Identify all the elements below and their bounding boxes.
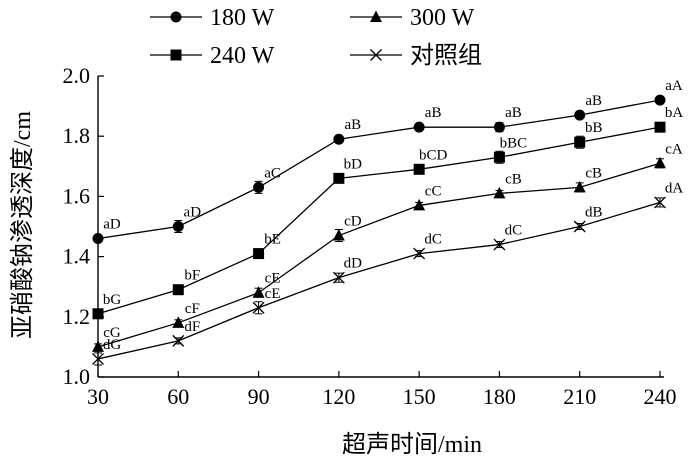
y-tick-label: 2.0 — [63, 63, 91, 88]
data-point — [493, 186, 506, 199]
series-line-0 — [97, 99, 661, 240]
data-label: cE — [265, 271, 281, 287]
data-point — [413, 121, 425, 133]
data-point — [332, 271, 345, 284]
x-tick-label: 180 — [483, 384, 516, 409]
data-label: cD — [344, 214, 362, 230]
data-label: aB — [345, 117, 362, 133]
data-point — [333, 133, 345, 145]
data-point — [252, 286, 265, 298]
data-label: aC — [264, 165, 281, 181]
legend-marker — [170, 49, 182, 61]
data-label: aB — [425, 105, 442, 121]
data-label: cB — [505, 171, 522, 187]
data-label: dC — [505, 223, 523, 239]
y-axis-label: 亚硝酸钠渗透深度/cm — [9, 111, 36, 339]
data-point — [413, 198, 426, 211]
data-label: cE — [265, 286, 281, 302]
data-point — [573, 220, 586, 233]
legend-item: 180 W — [150, 5, 275, 31]
data-point — [574, 136, 586, 148]
data-label: cC — [425, 183, 442, 199]
series-line-1 — [97, 126, 661, 315]
x-axis-label: 超声时间/min — [342, 431, 482, 458]
data-label: bE — [264, 232, 281, 248]
y-tick-label: 1.8 — [63, 123, 91, 148]
data-label: dB — [585, 205, 603, 221]
y-tick-label: 1.2 — [63, 304, 91, 329]
data-point — [92, 340, 104, 352]
data-label: bA — [665, 105, 684, 121]
data-label: aB — [505, 105, 522, 121]
legend-marker — [370, 10, 382, 22]
data-label: bF — [184, 268, 200, 284]
data-label: cG — [103, 325, 121, 341]
data-point — [92, 308, 104, 320]
data-point — [493, 151, 505, 163]
data-point — [172, 316, 185, 328]
data-label: cF — [185, 301, 200, 317]
data-point — [654, 94, 666, 106]
data-label: bB — [585, 120, 603, 136]
x-tick-label: 150 — [403, 384, 436, 409]
data-point — [172, 334, 185, 347]
legend-label: 300 W — [410, 5, 475, 31]
data-point — [654, 121, 666, 133]
data-label: dG — [103, 337, 122, 353]
plot-area: 1.0 1.2 1.4 1.6 1.8 2.0 30 60 90 120 150 180 210 240 a… — [63, 63, 684, 409]
data-point — [654, 156, 666, 169]
data-point — [332, 229, 345, 241]
data-point — [253, 248, 265, 260]
x-tick-label: 30 — [87, 384, 109, 409]
data-label: dD — [344, 256, 363, 272]
data-label: cB — [585, 165, 602, 181]
series-line-3 — [97, 201, 661, 360]
x-tick-label: 240 — [644, 384, 677, 409]
data-label: cA — [665, 141, 683, 157]
data-point — [92, 352, 104, 365]
data-point — [253, 181, 265, 193]
data-point — [574, 109, 586, 121]
data-label: aA — [665, 78, 683, 94]
data-label: bCD — [419, 147, 448, 163]
x-tick-label: 120 — [322, 384, 355, 409]
data-point — [252, 301, 265, 314]
legend-item: 240 W — [150, 43, 275, 69]
data-point — [413, 163, 425, 175]
data-label: dF — [184, 319, 200, 335]
data-label: bD — [344, 156, 363, 172]
data-label: dC — [424, 232, 442, 248]
data-label: dA — [665, 180, 684, 196]
legend-marker — [170, 11, 182, 23]
data-label: aD — [103, 217, 121, 233]
data-point — [493, 121, 505, 133]
x-tick-label: 90 — [248, 384, 270, 409]
data-point — [654, 196, 666, 209]
data-point — [413, 247, 426, 260]
y-tick-label: 1.6 — [63, 183, 91, 208]
legend-marker — [370, 49, 382, 61]
x-tick-label: 210 — [563, 384, 596, 409]
data-label: bG — [103, 292, 122, 308]
legend-item: 对照组 — [350, 42, 482, 69]
legend: 180 W 240 W 300 W 对照组 — [150, 5, 482, 69]
legend-label: 180 W — [210, 5, 275, 31]
legend-label: 240 W — [210, 43, 275, 69]
data-point — [92, 233, 104, 245]
y-tick-label: 1.4 — [63, 244, 91, 269]
x-tick-label: 60 — [167, 384, 189, 409]
data-point — [493, 238, 506, 251]
data-point — [573, 180, 586, 193]
legend-label: 对照组 — [410, 42, 482, 69]
data-point — [172, 284, 184, 296]
legend-item: 300 W — [350, 5, 475, 31]
y-tick-label: 1.0 — [63, 364, 91, 389]
data-label: aB — [585, 93, 602, 109]
data-label: bBC — [500, 135, 528, 151]
data-point — [333, 172, 345, 184]
series-line-2 — [97, 162, 661, 348]
data-label: aD — [184, 205, 202, 221]
data-point — [172, 221, 184, 232]
